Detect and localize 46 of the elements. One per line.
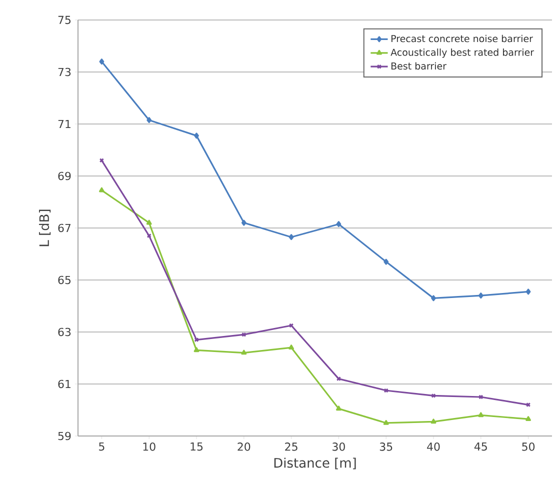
x-tick-label: 5: [99, 442, 104, 451]
y-tick-label: 69: [58, 172, 71, 180]
point: [478, 292, 484, 299]
point: [526, 288, 531, 295]
point: [384, 258, 389, 265]
point: [241, 220, 246, 226]
y-tick-label: 63: [58, 328, 71, 336]
point: [526, 416, 531, 421]
x-tick-label: 40: [427, 442, 440, 451]
x-tick-label: 45: [474, 442, 487, 451]
legend-label: Best barrier: [391, 62, 446, 70]
point: [288, 234, 294, 240]
y-tick-label: 59: [58, 432, 71, 440]
point: [146, 117, 152, 124]
point: [194, 132, 199, 139]
x-axis-title: Distance [m]: [274, 458, 356, 470]
point: [430, 418, 436, 424]
point: [336, 221, 342, 228]
x-tick-label: 10: [143, 442, 156, 451]
x-tick-label: 20: [238, 442, 250, 451]
point: [336, 406, 342, 411]
point: [383, 420, 389, 425]
point: [99, 58, 104, 65]
x-tick-label: 30: [332, 442, 345, 451]
point: [384, 388, 388, 393]
point: [336, 376, 342, 382]
y-tick-label: 73: [58, 68, 71, 76]
point: [99, 187, 104, 192]
x-tick-label: 15: [190, 442, 203, 451]
y-tick-label: 71: [58, 120, 70, 128]
x-tick-label: 25: [285, 442, 298, 451]
point: [146, 220, 152, 225]
point: [194, 347, 200, 352]
legend-label: Precast concrete noise barrier: [391, 34, 533, 42]
point: [478, 412, 484, 418]
legend-label: Acoustically best rated barrier: [390, 48, 534, 58]
x-tick-label: 35: [380, 442, 392, 451]
y-axis-title: L [dB]: [39, 210, 51, 246]
y-tick-label: 67: [58, 224, 71, 232]
point: [241, 350, 247, 355]
y-tick-label: 75: [58, 16, 71, 24]
point: [431, 295, 436, 302]
point: [288, 344, 294, 350]
x-tick-label: 50: [522, 442, 535, 451]
y-tick-label: 61: [58, 380, 70, 388]
y-tick-label: 65: [58, 276, 71, 284]
